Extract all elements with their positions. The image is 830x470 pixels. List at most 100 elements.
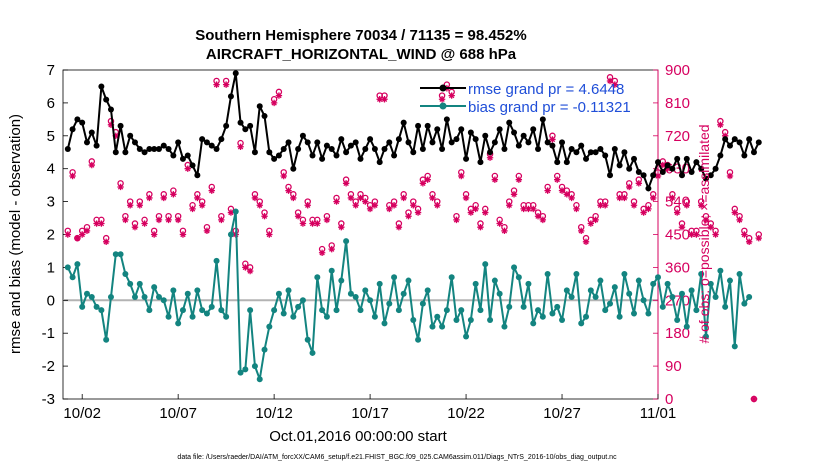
bias-point <box>280 310 287 317</box>
bias-point <box>640 297 647 304</box>
obs-assimilated-point <box>362 198 369 205</box>
bias-point <box>688 287 695 294</box>
rmse-point <box>424 122 431 129</box>
obs-assimilated-point <box>467 209 475 216</box>
obs-assimilated-point <box>150 231 158 238</box>
rmse-point <box>573 149 580 156</box>
rmse-point <box>683 155 690 162</box>
rmse-point <box>530 126 537 133</box>
bias-point <box>746 294 753 301</box>
bias-point <box>597 277 604 284</box>
rmse-point <box>122 149 129 156</box>
rmse-point <box>626 165 633 172</box>
bias-point <box>645 310 652 317</box>
obs-assimilated-point <box>246 267 254 275</box>
obs-assimilated-point <box>530 205 537 213</box>
obs-assimilated-point <box>275 92 283 99</box>
y-tick-label: 7 <box>47 62 55 79</box>
obs-assimilated-point <box>122 216 129 224</box>
bias-point <box>227 231 234 238</box>
bias-point <box>434 313 441 320</box>
obs-assimilated-point <box>88 161 95 169</box>
obs-assimilated-point <box>721 132 729 139</box>
legend-bias-label: bias grand pr = -0.11321 <box>468 99 631 116</box>
rmse-point <box>453 136 460 143</box>
bias-point <box>683 323 690 330</box>
rmse-point <box>717 152 724 159</box>
rmse-point <box>415 122 422 129</box>
rmse-point <box>151 145 158 152</box>
bias-point <box>621 270 628 277</box>
obs-assimilated-point <box>179 231 187 238</box>
rmse-point <box>362 145 369 152</box>
y2-tick-label: 90 <box>665 358 682 375</box>
x-tick-label: 11/01 <box>640 405 676 422</box>
bias-point <box>463 333 470 340</box>
bias-point <box>333 307 340 314</box>
bias-point <box>650 280 657 287</box>
bias-point <box>491 277 498 284</box>
rmse-point <box>635 168 642 175</box>
obs-assimilated-point <box>347 194 355 202</box>
bias-point <box>203 310 210 317</box>
bias-point <box>328 267 335 274</box>
obs-assimilated-point <box>506 202 513 209</box>
rmse-point <box>223 122 230 129</box>
bias-point <box>232 208 239 215</box>
bias-point <box>559 317 566 324</box>
obs-assimilated-point <box>98 220 105 227</box>
rmse-point <box>472 136 479 143</box>
rmse-point <box>563 159 570 166</box>
rmse-point <box>501 145 508 152</box>
bias-point <box>525 280 532 287</box>
bias-point <box>506 303 513 310</box>
rmse-point <box>304 139 311 146</box>
obs-assimilated-point <box>371 202 379 209</box>
bias-point <box>136 280 143 287</box>
rmse-point <box>410 149 417 156</box>
obs-assimilated-point <box>611 81 619 88</box>
y2-tick-label: 180 <box>665 325 690 342</box>
bias-point <box>189 313 196 320</box>
bias-point <box>261 346 268 353</box>
rmse-point <box>251 149 258 156</box>
obs-assimilated-point <box>318 249 326 256</box>
rmse-point <box>232 70 239 77</box>
obs-assimilated-point <box>69 172 76 180</box>
obs-assimilated-point <box>453 216 460 224</box>
bias-point <box>655 274 661 281</box>
obs-assimilated-point <box>102 238 110 246</box>
obs-assimilated-point <box>563 191 571 198</box>
y-tick-label: 0 <box>47 292 55 309</box>
rmse-point <box>266 149 273 156</box>
rmse-point <box>131 139 138 146</box>
obs-assimilated-point <box>602 202 609 209</box>
obs-assimilated-point <box>510 191 518 198</box>
rmse-point <box>688 168 695 175</box>
obs-assimilated-point <box>458 172 465 180</box>
obs-assimilated-point <box>83 227 91 235</box>
rmse-point <box>189 162 196 169</box>
bias-point <box>299 297 306 304</box>
rmse-point <box>170 152 177 159</box>
bias-series <box>64 208 753 383</box>
obs-assimilated-point <box>410 202 417 209</box>
obs-assimilated-point <box>323 216 331 224</box>
obs-assimilated-point <box>635 180 643 187</box>
rmse-point <box>650 172 657 179</box>
y2-tick-label: 270 <box>665 292 690 309</box>
obs-assimilated-point <box>242 264 249 271</box>
obs-assimilated-point <box>731 209 738 216</box>
y-axis-label-left: rmse and bias (model - observation) <box>7 114 24 354</box>
rmse-point <box>146 145 153 152</box>
bias-point <box>381 320 388 327</box>
legend-bias-marker <box>439 102 447 110</box>
chart-title-line1: Southern Hemisphere 70034 / 71135 = 98.4… <box>195 27 526 44</box>
bias-point <box>208 303 215 310</box>
bias-point <box>247 307 254 314</box>
rmse-point <box>640 172 647 179</box>
rmse-point <box>357 155 364 162</box>
rmse-point <box>731 136 738 143</box>
bias-point <box>520 303 527 310</box>
bias-point <box>563 287 570 294</box>
